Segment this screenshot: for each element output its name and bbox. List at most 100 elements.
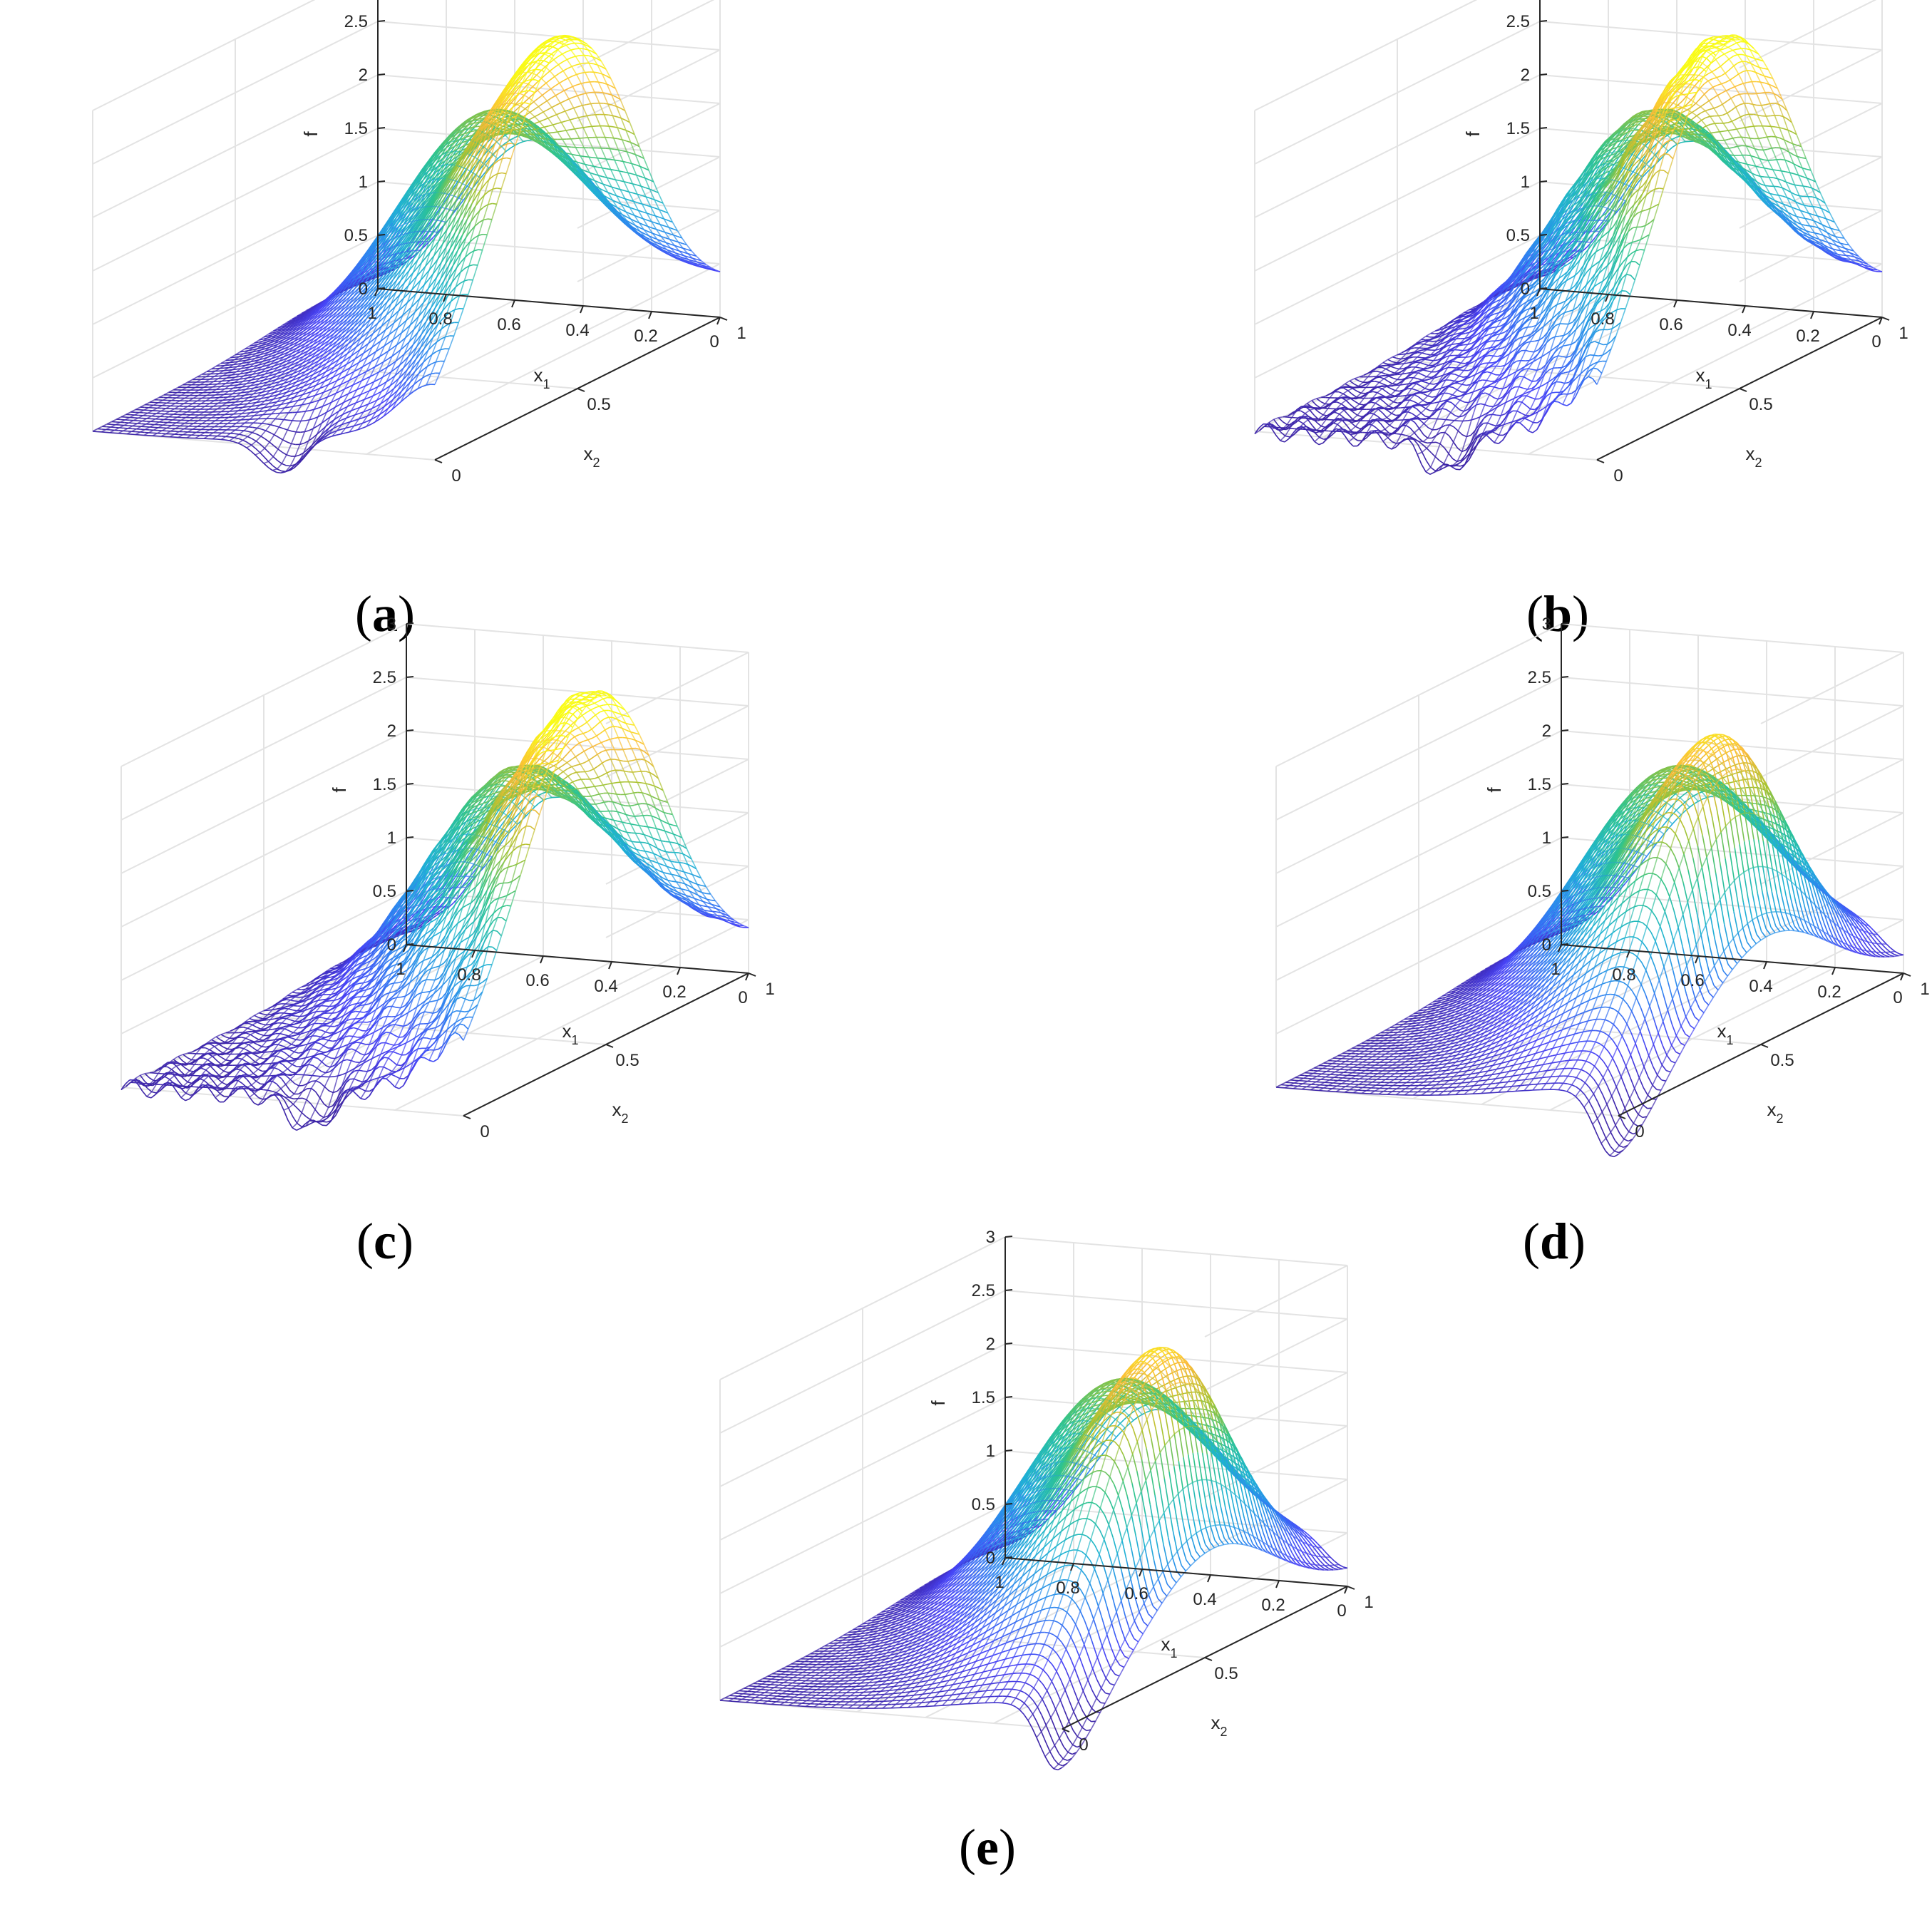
surface-mesh — [120, 690, 749, 1131]
x2-tick-mark — [1760, 1044, 1769, 1048]
x1-tick-mark — [540, 955, 544, 964]
x1-tick-label: 0.4 — [594, 977, 617, 996]
x1-axis-label: x1 — [533, 364, 550, 391]
panel-c: 0 0.5 1 1.5 2 2.5 3 f 1 0.8 0.6 0.4 0.2 0 x1 1 0.5 0 x2 — [29, 615, 775, 1226]
panel-d: 0 0.5 1 1.5 2 2.5 3 f 1 0.8 0.6 0.4 0.2 0 x1 1 0.5 0 x2 — [1183, 615, 1930, 1226]
x2-tick-label: 1 — [765, 980, 774, 999]
x1-tick-label: 0.2 — [1817, 982, 1841, 1002]
z-tick-label: 2.5 — [373, 668, 396, 687]
x1-tick-label: 0 — [1893, 988, 1902, 1007]
x2-axis-label: x2 — [1745, 443, 1762, 470]
z-tick-mark — [1561, 836, 1569, 838]
z-tick-label: 1 — [387, 828, 396, 848]
x2-axis-subscript: 2 — [1776, 1112, 1783, 1126]
x2-tick-label: 0 — [1635, 1122, 1644, 1141]
z-axis-label: f — [329, 787, 350, 793]
z-tick-label: 2 — [359, 66, 368, 85]
z-tick-mark — [406, 729, 414, 731]
z-tick-mark — [1004, 1343, 1013, 1345]
x1-axis-label: x1 — [1695, 364, 1712, 391]
x2-tick-mark — [748, 972, 756, 977]
x2-tick-label: 0.5 — [615, 1051, 639, 1070]
z-tick-mark — [1561, 729, 1569, 731]
x1-tick-mark — [1207, 1574, 1211, 1583]
x1-tick-label: 0.4 — [1727, 321, 1751, 340]
x1-tick-mark — [716, 317, 721, 325]
x1-tick-label: 0.8 — [1591, 309, 1614, 329]
surface-mesh — [92, 34, 721, 474]
x1-tick-label: 0.8 — [1612, 965, 1635, 985]
x1-axis-subscript: 1 — [543, 377, 550, 391]
x2-tick-mark — [577, 388, 585, 392]
x1-tick-mark — [677, 967, 681, 975]
x2-tick-label: 0 — [451, 466, 461, 486]
z-tick-label: 3 — [1542, 615, 1551, 634]
z-tick-label: 1.5 — [1528, 775, 1551, 794]
z-tick-label: 3 — [986, 1228, 995, 1247]
z-tick-mark — [1561, 890, 1569, 892]
x1-tick-label: 1 — [1551, 960, 1560, 979]
x1-tick-mark — [511, 299, 515, 308]
x1-axis-label: x1 — [1161, 1633, 1177, 1660]
caption-e: (e) — [959, 1818, 1016, 1877]
x1-axis-line — [406, 944, 749, 974]
z-tick-label: 2.5 — [1528, 668, 1551, 687]
x1-tick-label: 0.6 — [1659, 315, 1682, 334]
x1-tick-mark — [1695, 955, 1699, 964]
x1-tick-label: 0.6 — [1124, 1584, 1148, 1603]
x1-tick-mark — [443, 294, 447, 302]
z-tick-label: 2.5 — [1506, 12, 1530, 31]
x1-tick-mark — [1536, 288, 1541, 297]
z-tick-label: 0 — [986, 1549, 995, 1568]
surface-mesh — [719, 1346, 1348, 1771]
x1-tick-mark — [648, 311, 652, 319]
x2-tick-label: 0.5 — [587, 395, 610, 414]
x1-axis-label: x1 — [562, 1020, 578, 1047]
z-tick-mark — [377, 180, 386, 183]
z-tick-label: 3 — [387, 615, 396, 634]
x2-tick-mark — [1618, 1115, 1626, 1119]
z-tick-label: 2 — [1521, 66, 1530, 85]
x1-tick-label: 0.8 — [457, 965, 481, 985]
z-tick-label: 0.5 — [1528, 882, 1551, 901]
z-tick-mark — [406, 836, 414, 838]
x1-axis-line — [377, 288, 721, 318]
z-tick-mark — [406, 622, 414, 625]
x2-tick-mark — [1347, 1586, 1355, 1590]
x1-tick-mark — [403, 944, 407, 953]
x1-tick-label: 1 — [367, 304, 376, 323]
z-tick-label: 1 — [359, 173, 368, 192]
x1-tick-label: 1 — [1529, 304, 1538, 323]
x2-tick-mark — [463, 1115, 471, 1119]
x2-tick-label: 1 — [1364, 1593, 1373, 1612]
x1-axis-line — [1004, 1557, 1348, 1587]
caption-b: (b) — [1526, 585, 1589, 644]
z-axis-label: f — [300, 131, 322, 137]
x1-tick-label: 0.4 — [1749, 977, 1772, 996]
x1-tick-label: 0.6 — [1680, 971, 1704, 990]
x2-axis-subscript: 2 — [592, 456, 600, 470]
x1-tick-label: 1 — [396, 960, 405, 979]
axes — [1536, 0, 1890, 463]
x1-tick-mark — [1810, 311, 1814, 319]
z-axis-label: f — [928, 1400, 949, 1406]
z-tick-mark — [1539, 73, 1548, 76]
caption-d: (d) — [1523, 1212, 1586, 1271]
panel-e: 0 0.5 1 1.5 2 2.5 3 f 1 0.8 0.6 0.4 0.2 0 x1 1 0.5 0 x2 — [627, 1228, 1374, 1839]
z-tick-label: 1 — [1542, 828, 1551, 848]
z-tick-label: 1.5 — [972, 1388, 995, 1407]
x2-tick-label: 0.5 — [1770, 1051, 1794, 1070]
x1-axis-subscript: 1 — [1726, 1033, 1733, 1047]
z-axis-label: f — [1484, 787, 1505, 793]
x1-tick-label: 0.6 — [525, 971, 549, 990]
x2-tick-label: 1 — [736, 324, 746, 343]
x1-tick-label: 0.8 — [428, 309, 452, 329]
x1-axis-line — [1561, 944, 1904, 974]
x1-tick-mark — [1605, 294, 1609, 302]
x1-tick-mark — [1002, 1557, 1006, 1566]
x1-tick-mark — [1070, 1563, 1074, 1571]
z-axis-label: f — [1462, 131, 1484, 137]
